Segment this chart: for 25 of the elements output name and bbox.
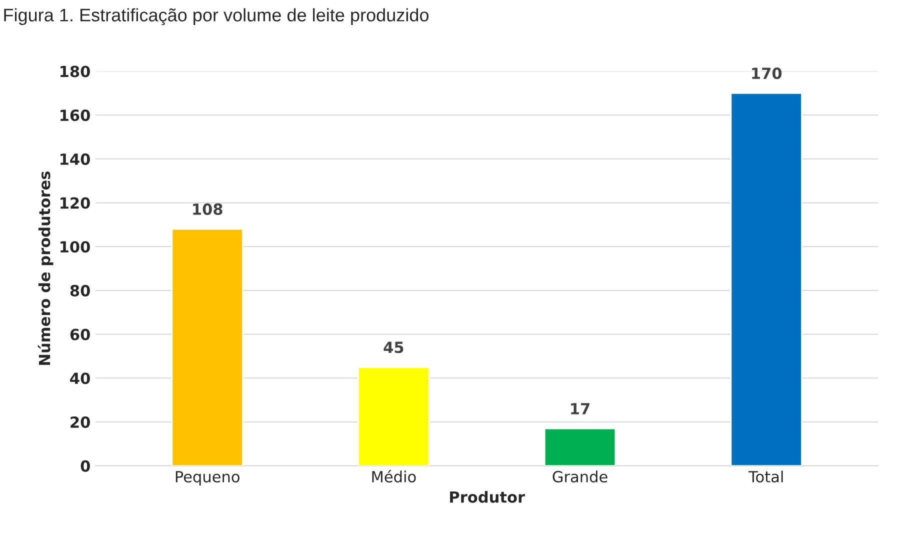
y-tick-label: 180 (60, 66, 90, 78)
y-tick-label: 160 (60, 110, 90, 122)
x-tick-label: Pequeno (176, 471, 240, 486)
chart-title: Figura 1. Estratificação por volume de leite produzido (4, 8, 429, 26)
x-tick-label: Total (748, 470, 783, 482)
y-tick-label: 0 (80, 460, 90, 472)
data-label: 170 (752, 68, 782, 80)
y-tick-label: 20 (70, 416, 90, 428)
y-tick-label: 40 (70, 372, 90, 384)
bar (358, 366, 430, 466)
x-tick-label: Grande (552, 470, 608, 482)
y-axis-title: Número de produtores (38, 172, 54, 365)
y-tick-label: 100 (60, 241, 90, 253)
data-label: 45 (384, 342, 404, 354)
x-tick-label: Médio (372, 470, 416, 482)
y-tick-label: 120 (60, 197, 90, 209)
y-tick-label: 140 (60, 153, 90, 165)
y-tick-label: 80 (70, 284, 90, 296)
bar (171, 228, 244, 466)
bar (730, 92, 802, 466)
x-axis-title: Produtor (450, 491, 525, 503)
data-label: 108 (193, 203, 222, 215)
y-tick-label: 60 (70, 328, 90, 340)
data-label: 17 (571, 403, 590, 414)
bar (544, 428, 616, 466)
